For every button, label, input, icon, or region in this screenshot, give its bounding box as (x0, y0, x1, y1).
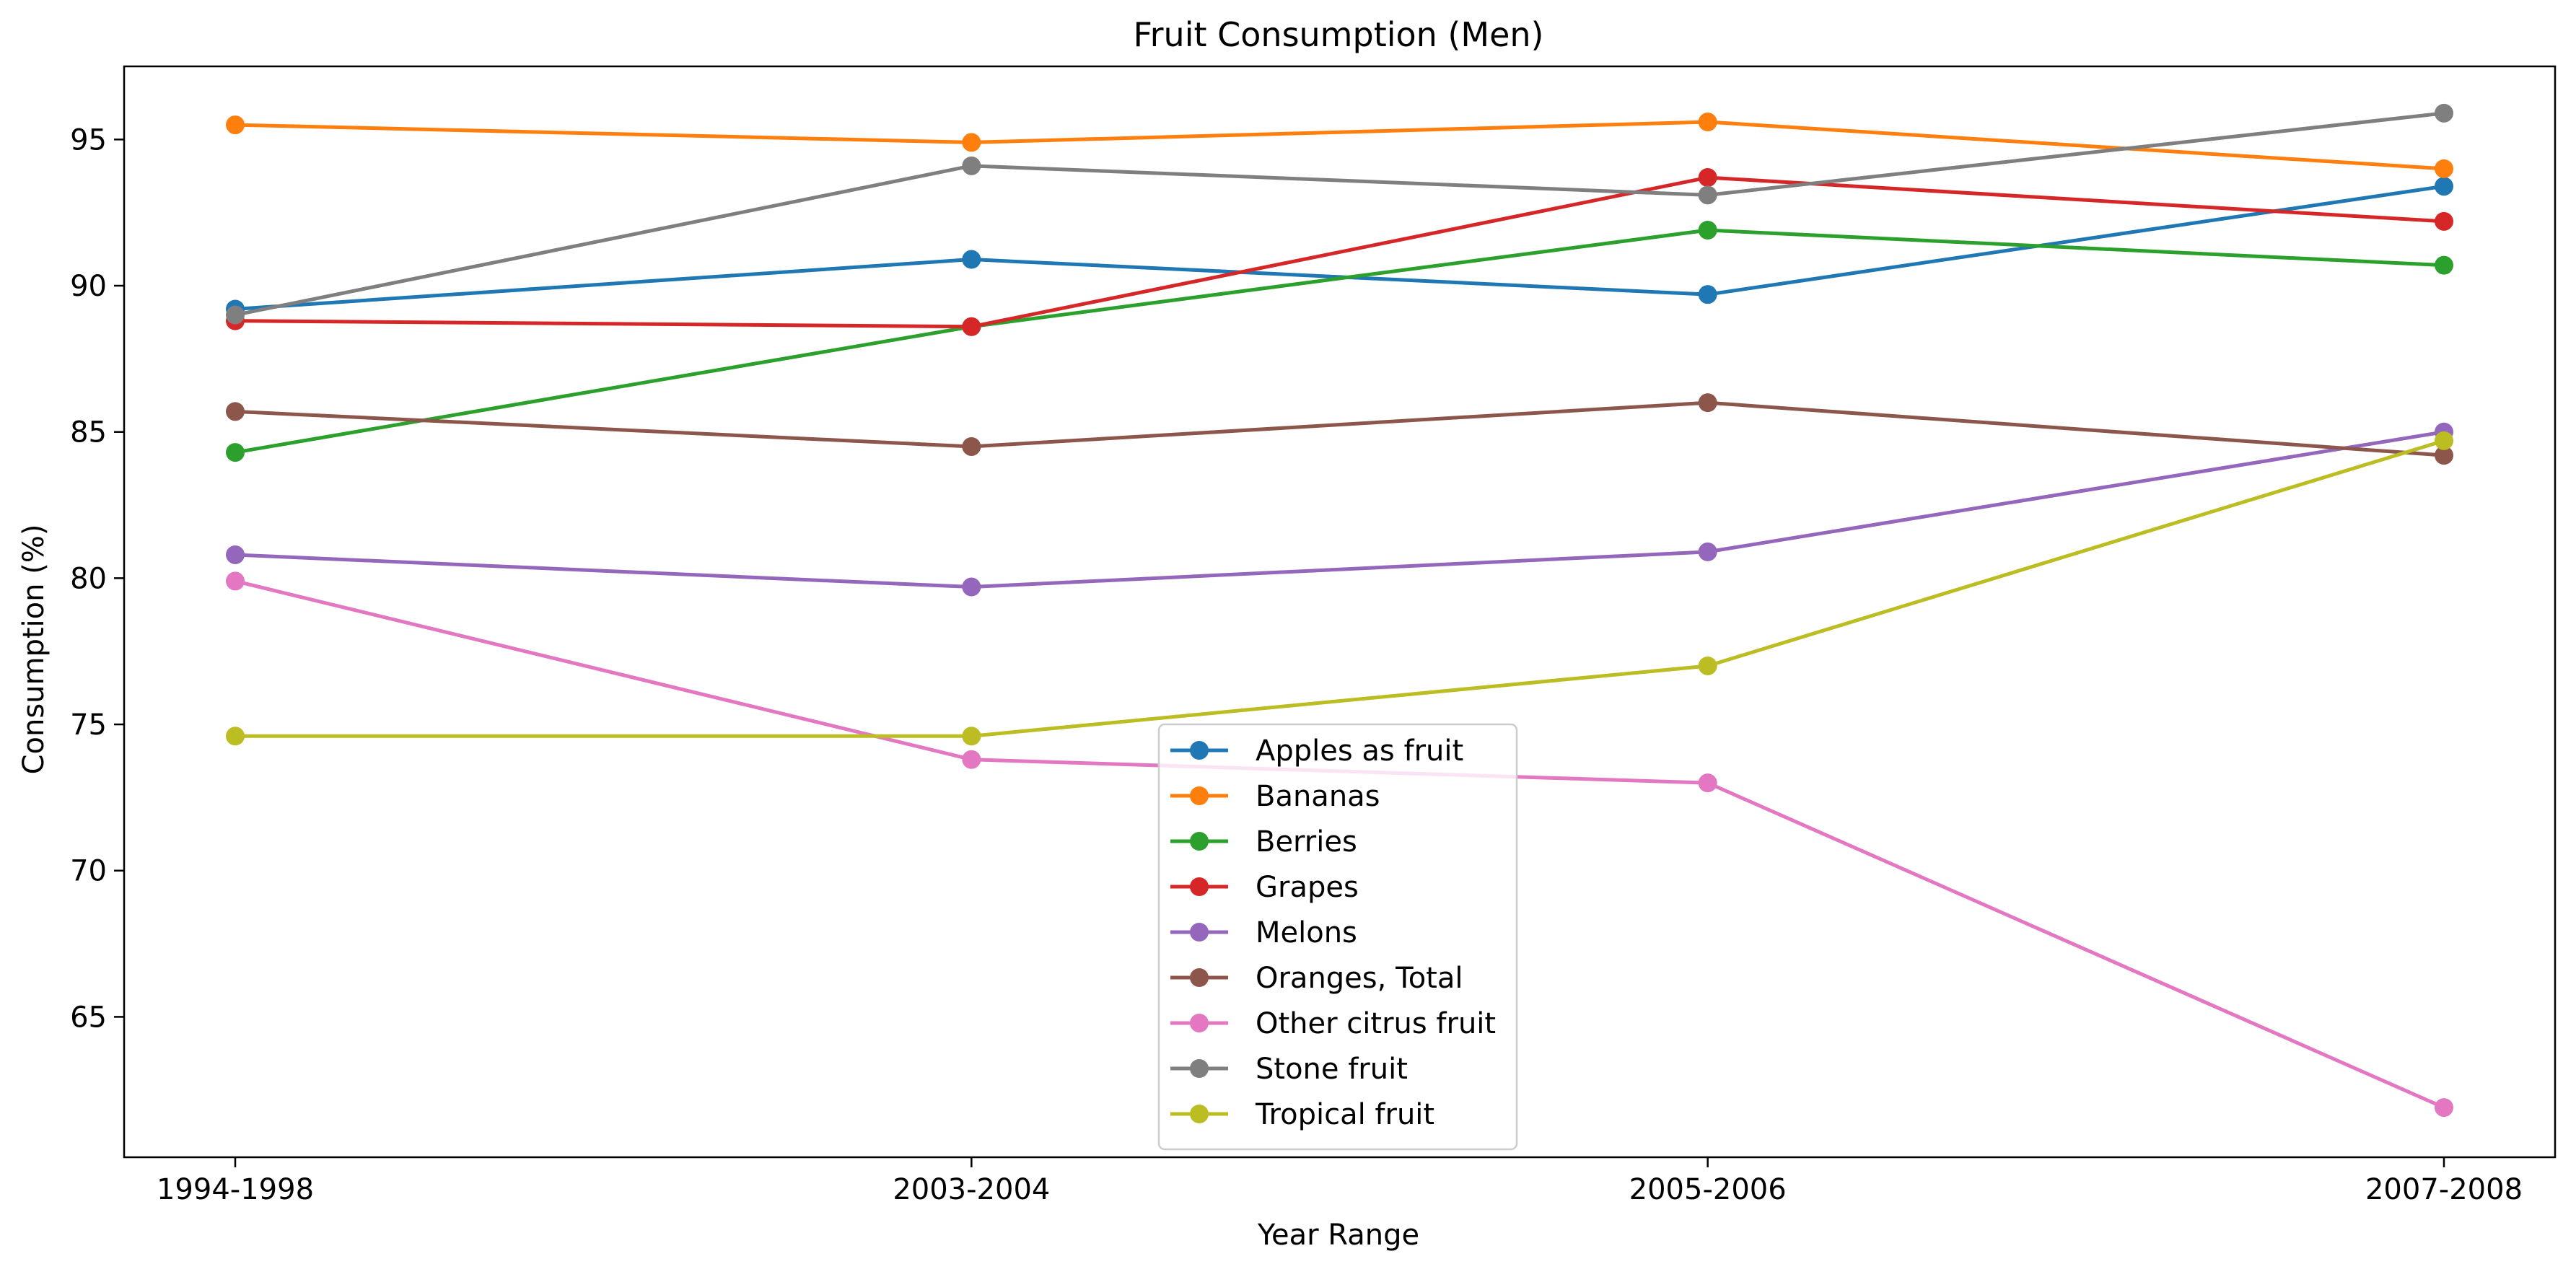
series-line (235, 175, 2445, 329)
chart-title: Fruit Consumption (Men) (1134, 15, 1544, 54)
data-point (2435, 255, 2453, 275)
x-axis-label: Year Range (1257, 1219, 1419, 1252)
data-point (2435, 177, 2453, 196)
legend-label: Melons (1256, 916, 1357, 949)
legend-swatch-marker (1190, 968, 1209, 987)
data-point (962, 156, 981, 175)
legend-swatch-marker (1190, 786, 1209, 805)
data-point (962, 577, 981, 597)
data-point (962, 133, 981, 152)
data-point (2435, 1098, 2453, 1118)
legend-label: Berries (1256, 825, 1357, 859)
data-point (1698, 393, 1717, 413)
series-line (235, 430, 2445, 589)
data-point (2435, 211, 2453, 231)
legend-label: Apples as fruit (1256, 734, 1463, 768)
data-point (1698, 221, 1717, 240)
y-tick-label: 85 (70, 416, 107, 449)
data-point (1698, 113, 1717, 132)
y-tick-label: 80 (70, 562, 107, 595)
plot-frame (123, 65, 2557, 1159)
x-tick-label: 1994-1998 (157, 1173, 314, 1206)
legend-label: Tropical fruit (1255, 1098, 1434, 1131)
legend-swatch-marker (1190, 1105, 1209, 1123)
data-point (1698, 168, 1717, 188)
data-point (1698, 656, 1717, 675)
data-point (962, 250, 981, 269)
series-line (235, 228, 2445, 455)
data-point (226, 545, 245, 564)
data-point (2435, 103, 2453, 123)
data-point (1698, 773, 1717, 793)
y-tick-label: 95 (70, 123, 107, 157)
legend-label: Grapes (1256, 871, 1359, 904)
data-point (2435, 431, 2453, 450)
y-tick-label: 75 (70, 708, 107, 742)
data-point (2435, 446, 2453, 465)
series-line (235, 400, 2445, 457)
data-point (962, 436, 981, 456)
data-point (1698, 285, 1717, 304)
series-line (235, 120, 2445, 171)
x-tick-label: 2003-2004 (893, 1173, 1050, 1206)
legend-label: Bananas (1256, 780, 1380, 813)
data-point (226, 305, 245, 325)
legend-label: Stone fruit (1256, 1053, 1408, 1086)
data-point (1698, 542, 1717, 561)
y-tick-label: 65 (70, 1001, 107, 1034)
legend-box (1157, 723, 1518, 1151)
y-tick-label: 90 (70, 270, 107, 303)
legend-swatch-marker (1190, 877, 1209, 896)
data-point (226, 443, 245, 462)
data-point (962, 750, 981, 769)
legend-label: Other citrus fruit (1256, 1007, 1496, 1040)
legend-swatch-marker (1190, 741, 1209, 760)
series-line (235, 439, 2445, 738)
data-point (2435, 159, 2453, 178)
y-axis-label: Consumption (%) (17, 525, 51, 775)
data-point (962, 317, 981, 336)
data-point (962, 727, 981, 746)
legend-swatch-marker (1190, 923, 1209, 942)
legend-swatch-marker (1190, 832, 1209, 851)
legend-swatch-marker (1190, 1014, 1209, 1032)
series-line (235, 111, 2445, 317)
data-point (226, 571, 245, 591)
x-tick-label: 2007-2008 (2365, 1173, 2523, 1206)
legend-label: Oranges, Total (1256, 962, 1463, 995)
data-point (226, 727, 245, 746)
x-tick-label: 2005-2006 (1629, 1173, 1787, 1206)
legend-swatch-marker (1190, 1059, 1209, 1078)
y-tick-label: 70 (70, 855, 107, 888)
data-point (1698, 185, 1717, 205)
data-point (226, 115, 245, 135)
data-point (226, 402, 245, 421)
legend: Apples as fruit Bananas Berries Grapes Melon… (1157, 723, 1518, 1151)
